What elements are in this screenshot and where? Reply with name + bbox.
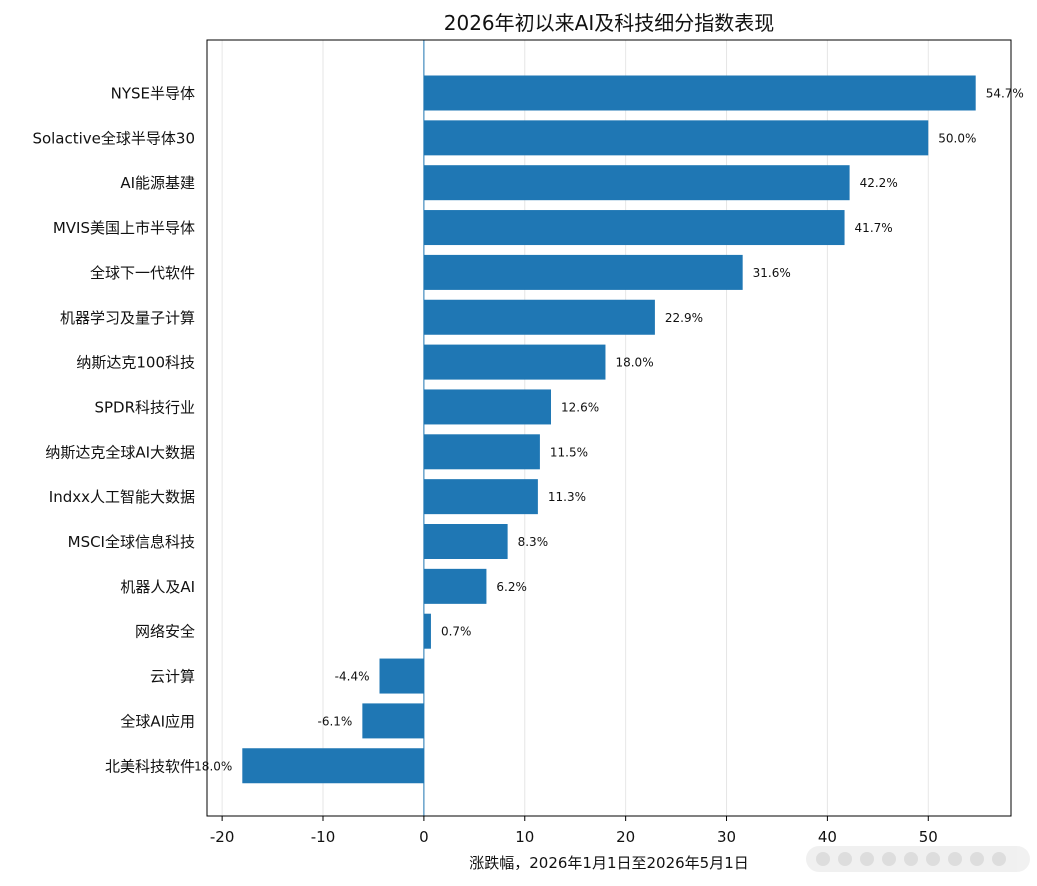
y-category-label: 全球AI应用 xyxy=(120,712,195,730)
x-tick-label: 0 xyxy=(419,828,429,846)
x-tick-label: 30 xyxy=(717,828,736,846)
value-labels: 54.7% 50.0% 42.2% 41.7% 31.6% 22.9% 18.0% 12.6%… xyxy=(190,87,1024,774)
watermark-dot xyxy=(970,852,984,866)
value-label: 18.0% xyxy=(615,356,653,370)
x-axis-ticks: -20 -10 0 10 20 30 40 50 xyxy=(210,816,938,846)
y-category-label: 机器学习及量子计算 xyxy=(60,309,195,327)
value-label: 6.2% xyxy=(496,580,527,594)
watermark-dot xyxy=(816,852,830,866)
value-label: -6.1% xyxy=(318,714,353,728)
bar xyxy=(423,120,929,156)
y-category-label: Solactive全球半导体30 xyxy=(32,129,195,147)
bar xyxy=(423,299,655,335)
watermark-dot xyxy=(904,852,918,866)
value-label: 42.2% xyxy=(860,176,898,190)
y-category-label: MSCI全球信息科技 xyxy=(68,533,195,551)
y-category-label: 纳斯达克全球AI大数据 xyxy=(45,443,195,461)
value-label: 11.5% xyxy=(550,445,588,459)
value-label: 8.3% xyxy=(518,535,549,549)
bar xyxy=(423,568,487,604)
value-label: 54.7% xyxy=(986,87,1024,101)
x-tick-label: 40 xyxy=(818,828,837,846)
y-category-label: 北美科技软件 xyxy=(105,757,195,775)
y-category-label: 纳斯达克100科技 xyxy=(76,354,195,372)
y-category-label: SPDR科技行业 xyxy=(94,398,195,416)
watermark-dot xyxy=(926,852,940,866)
bar xyxy=(379,658,424,694)
bar xyxy=(423,344,606,380)
value-label: 0.7% xyxy=(441,625,472,639)
watermark-dot xyxy=(860,852,874,866)
gridlines xyxy=(221,40,929,816)
bar xyxy=(423,389,551,425)
bar xyxy=(423,434,540,470)
y-category-label: NYSE半导体 xyxy=(111,85,195,103)
value-label: 41.7% xyxy=(855,221,893,235)
bar xyxy=(423,210,845,246)
x-tick-label: 50 xyxy=(919,828,938,846)
value-label: 22.9% xyxy=(665,311,703,325)
y-category-label: AI能源基建 xyxy=(120,174,195,192)
y-category-label: 网络安全 xyxy=(135,623,195,641)
bar xyxy=(423,524,508,559)
watermark xyxy=(806,846,1030,872)
x-tick-label: 20 xyxy=(616,828,635,846)
watermark-dot xyxy=(992,852,1006,866)
value-label: 31.6% xyxy=(753,266,791,280)
value-label: -18.0% xyxy=(190,759,232,773)
value-label: 11.3% xyxy=(548,490,586,504)
y-category-label: MVIS美国上市半导体 xyxy=(53,219,195,237)
y-category-label: Indxx人工智能大数据 xyxy=(49,488,195,506)
value-label: 50.0% xyxy=(938,131,976,145)
x-axis-label: 涨跌幅，2026年1月1日至2026年5月1日 xyxy=(469,854,749,872)
x-tick-label: 10 xyxy=(515,828,534,846)
bar xyxy=(423,479,538,515)
bar xyxy=(242,748,424,784)
bar xyxy=(423,254,743,290)
y-category-label: 云计算 xyxy=(150,668,195,686)
value-label: -4.4% xyxy=(335,670,370,684)
bar xyxy=(423,75,976,111)
watermark-dot xyxy=(948,852,962,866)
y-category-label: 机器人及AI xyxy=(120,578,195,596)
watermark-dot xyxy=(838,852,852,866)
x-tick-label: -20 xyxy=(210,828,235,846)
x-tick-label: -10 xyxy=(311,828,336,846)
bars xyxy=(242,75,976,784)
bar xyxy=(423,165,850,201)
y-axis-category-labels: NYSE半导体 Solactive全球半导体30 AI能源基建 MVIS美国上市半导体… xyxy=(32,85,195,776)
y-category-label: 全球下一代软件 xyxy=(90,264,195,282)
watermark-dot xyxy=(882,852,896,866)
bar xyxy=(423,613,431,649)
bar xyxy=(362,703,424,739)
value-label: 12.6% xyxy=(561,400,599,414)
plot-frame xyxy=(206,39,1012,817)
chart-title: 2026年初以来AI及科技细分指数表现 xyxy=(444,11,774,35)
